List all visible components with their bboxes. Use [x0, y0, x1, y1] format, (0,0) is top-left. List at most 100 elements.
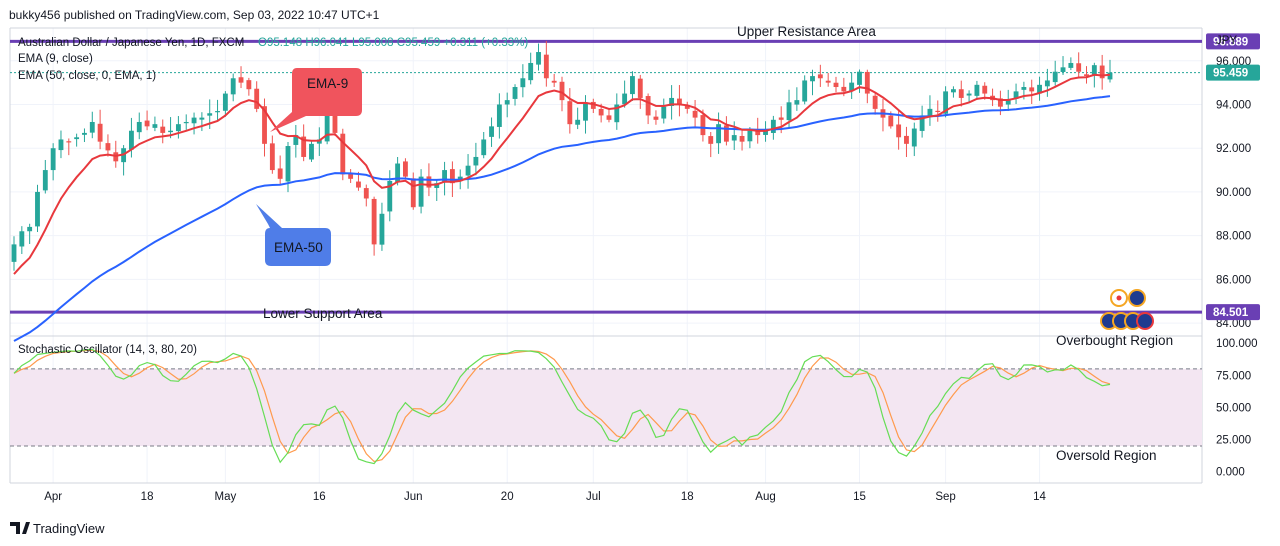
candle-body [309, 143, 314, 160]
candle-body [849, 82, 855, 91]
stoch-tick-label: 75.000 [1216, 370, 1251, 382]
candle-body [19, 231, 25, 247]
candle-body [927, 108, 933, 117]
candle-body [661, 106, 667, 119]
tradingview-logo-icon [10, 522, 30, 534]
candle-body [1068, 62, 1074, 68]
candle-body [1013, 91, 1019, 99]
price-tick-label: 88.000 [1216, 231, 1251, 243]
candle-body [551, 80, 557, 83]
candle-body [747, 130, 753, 142]
time-tick-label: 15 [853, 491, 866, 503]
time-tick-label: Aug [755, 491, 775, 503]
candle-body [982, 85, 988, 94]
ema50-callout[interactable]: EMA-50 [256, 204, 331, 266]
stoch-axis[interactable]: 100.000 75.000 50.000 25.000 0.000 [1216, 338, 1258, 479]
stoch-tick-label: 25.000 [1216, 435, 1251, 447]
candle-body [1084, 74, 1089, 77]
last-price-badge: 95.459 [1206, 64, 1260, 81]
candle-body [575, 119, 581, 125]
candle-body [293, 135, 299, 145]
last-price-badge-text: 95.459 [1213, 68, 1248, 80]
lower-support-label: Lower Support Area [263, 306, 383, 321]
candle-body [935, 110, 941, 113]
candle-body [363, 188, 369, 199]
candle-body [238, 77, 244, 83]
candle-body [465, 165, 471, 176]
candle-body [528, 62, 534, 81]
stoch-legend[interactable]: Stochastic Oscillator (14, 3, 80, 20) [18, 344, 197, 356]
candle-body [1044, 80, 1050, 87]
support-badge-text: 84.501 [1213, 307, 1249, 319]
candle-body [11, 244, 17, 262]
event-icons[interactable] [1100, 289, 1154, 330]
ema50-legend[interactable]: EMA (50, close, 0, EMA, 1) [18, 70, 156, 82]
candle-body [277, 168, 283, 179]
time-tick-label: May [215, 491, 237, 503]
ema9-callout[interactable]: EMA-9 [270, 68, 362, 132]
currency-label: JPY [1216, 35, 1237, 47]
candle-body [630, 76, 635, 95]
candle-body [1005, 100, 1011, 105]
australia-flag-icon-5[interactable] [1136, 312, 1154, 330]
price-tick-label: 90.000 [1216, 187, 1251, 199]
resistance-price-badge: 96.889 [1206, 33, 1260, 50]
candle-body [356, 181, 361, 188]
candle-body [669, 97, 675, 106]
last-price-badge-bg [1206, 64, 1260, 81]
candle-body [833, 82, 839, 88]
candle-body [723, 125, 729, 142]
candle-body [418, 176, 424, 207]
stoch-d-line [13, 349, 1111, 463]
upper-resistance-label: Upper Resistance Area [737, 24, 876, 39]
time-tick-label: Jun [404, 491, 423, 503]
candle-body [1021, 87, 1027, 90]
candles-group [11, 40, 1113, 271]
time-tick-label: 20 [501, 491, 514, 503]
candle-body [708, 136, 714, 144]
candle-body [97, 123, 103, 142]
candle-body [66, 141, 72, 143]
candle-body [481, 139, 487, 156]
candle-body [395, 163, 401, 183]
stoch-band-fill [10, 368, 1202, 446]
candle-body [1076, 63, 1082, 72]
stoch-tick-label: 50.000 [1216, 402, 1251, 414]
candle-body [778, 117, 784, 120]
candle-body [144, 120, 150, 127]
candle-body [966, 93, 972, 96]
candle-body [262, 106, 267, 144]
australia-flag-icon[interactable] [1128, 289, 1146, 307]
publisher-line: bukky456 published on TradingView.com, S… [9, 8, 380, 22]
candle-body [426, 176, 432, 188]
candle-body [50, 148, 56, 171]
candle-body [606, 115, 612, 120]
candle-body [332, 112, 338, 133]
candle-body [191, 117, 197, 124]
candle-body [864, 71, 870, 94]
candle-body [731, 135, 737, 141]
candle-body [974, 84, 980, 96]
time-axis[interactable]: Apr 18 May 16 Jun 20 Jul 18 Aug 15 Sep 14 [44, 491, 1046, 503]
candle-body [896, 124, 902, 138]
candle-body [215, 111, 220, 113]
candle-body [716, 124, 721, 144]
candle-body [598, 108, 604, 116]
candle-body [473, 156, 479, 166]
candle-body [786, 102, 792, 121]
candle-body [371, 198, 377, 245]
price-tick-label: 84.000 [1216, 318, 1251, 330]
candle-body [442, 170, 447, 183]
candle-body [520, 78, 526, 88]
candle-body [410, 178, 416, 208]
candle-body [763, 130, 768, 135]
candle-body [58, 139, 64, 151]
ema9-legend[interactable]: EMA (9, close) [18, 53, 93, 65]
candle-body [739, 136, 745, 142]
ohlc-values: O95.148 H96.041 L95.008 C95.459 +0.311 (… [258, 37, 528, 49]
candle-body [1107, 72, 1113, 80]
candle-body [324, 111, 330, 142]
tradingview-logo[interactable]: TradingView [10, 521, 105, 536]
candle-body [841, 86, 847, 92]
candle-body [911, 128, 917, 147]
